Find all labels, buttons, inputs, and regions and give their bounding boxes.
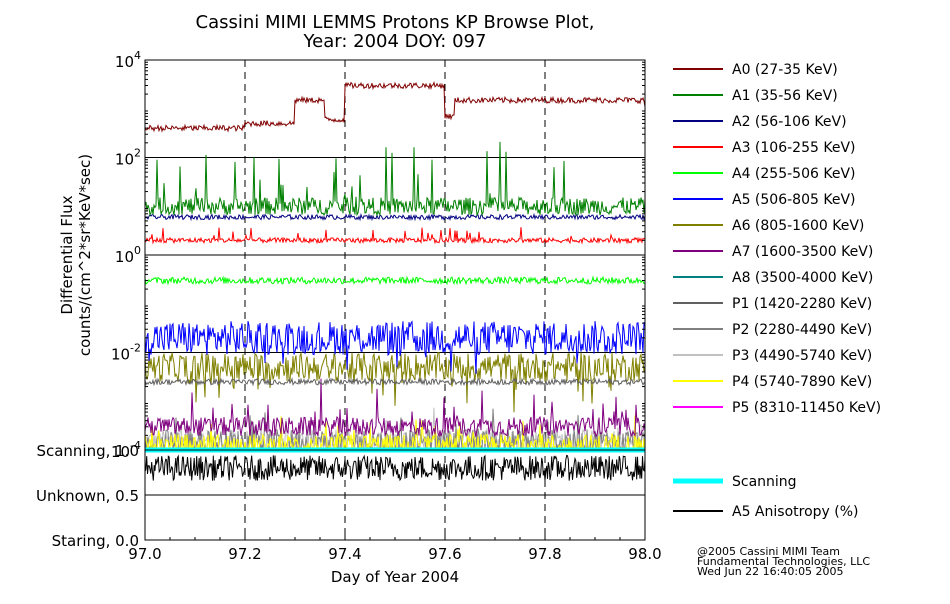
legend-entry-label: A4 (255-506 KeV)	[732, 166, 855, 182]
x-tick-label: 98.0	[628, 545, 661, 563]
legend-entry-label: A2 (56-106 KeV)	[732, 114, 847, 130]
legend-entry-label: A3 (106-255 KeV)	[732, 140, 855, 156]
flux-series-line	[144, 81, 646, 133]
x-ticks: 97.0 97.2 97.4 97.6 97.8 98.0	[128, 534, 662, 563]
x-tick-label: 97.8	[528, 545, 561, 563]
chart-title-line2: Year: 2004 DOY: 097	[303, 31, 487, 52]
flux-legend: A0 (27-35 KeV) A1 (35-56 KeV) A2 (56-106 K…	[673, 62, 881, 416]
legend-entry-label: A7 (1600-3500 KeV)	[732, 244, 873, 260]
flux-series-line	[144, 377, 646, 387]
flux-series-line	[144, 320, 646, 374]
series-layer	[144, 81, 646, 482]
x-tick-label: 97.0	[128, 545, 161, 563]
status-tick-label: Scanning, 1.0	[36, 442, 139, 460]
legend-entry-label: A6 (805-1600 KeV)	[732, 218, 864, 234]
bottom-y-ticks: Scanning, 1.0 Unknown, 0.5 Staring, 0.0	[36, 442, 139, 550]
status-tick-label: Staring, 0.0	[52, 532, 139, 550]
legend-entry-label: A1 (35-56 KeV)	[732, 88, 838, 104]
x-axis-label: Day of Year 2004	[331, 568, 459, 586]
x-tick-label: 97.6	[428, 545, 461, 563]
y-tick-label: 100	[115, 244, 141, 266]
legend-entry-label: A5 Anisotropy (%)	[732, 504, 859, 520]
legend-entry-label: A8 (3500-4000 KeV)	[732, 270, 873, 286]
legend-entry-label: Scanning	[732, 474, 797, 490]
legend-entry-label: P4 (5740-7890 KeV)	[732, 374, 872, 390]
credit-line3: Wed Jun 22 16:40:05 2005	[697, 565, 844, 578]
x-tick-label: 97.2	[228, 545, 261, 563]
status-legend: Scanning A5 Anisotropy (%)	[673, 474, 859, 520]
flux-series-line	[144, 415, 646, 452]
top-y-ticks: 10-4 10-2 100 102 104	[111, 49, 645, 461]
flux-series-line	[144, 275, 646, 286]
legend-entry-label: A0 (27-35 KeV)	[732, 62, 838, 78]
y-tick-label: 10-2	[111, 342, 141, 364]
status-tick-label: Unknown, 0.5	[36, 487, 139, 505]
flux-series-line	[144, 227, 646, 245]
credit-line1: @2005 Cassini MIMI Team	[697, 545, 840, 558]
legend-entry-label: P1 (1420-2280 KeV)	[732, 296, 872, 312]
flux-series-line	[144, 351, 646, 413]
legend-entry-label: A5 (506-805 KeV)	[732, 192, 855, 208]
y-tick-label: 104	[115, 49, 141, 71]
credit-line2: Fundamental Technologies, LLC	[697, 555, 870, 568]
legend-entry-label: P3 (4490-5740 KeV)	[732, 348, 872, 364]
flux-series-line	[144, 141, 646, 217]
legend-entry-label: P5 (8310-11450 KeV)	[732, 400, 881, 416]
y-axis-label-line2: counts/(cm^2*sr*KeV*sec)	[76, 154, 94, 356]
flux-series-line	[144, 378, 646, 438]
flux-series-line	[144, 212, 646, 222]
y-axis-label-line1: Differential Flux	[58, 195, 76, 314]
chart-title-line1: Cassini MIMI LEMMS Protons KP Browse Plo…	[196, 12, 595, 33]
legend-entry-label: P2 (2280-4490 KeV)	[732, 322, 872, 338]
anisotropy-series-line	[144, 454, 646, 482]
y-tick-label: 102	[115, 147, 141, 169]
y-tick-label: 10-4	[111, 439, 141, 461]
x-tick-label: 97.4	[328, 545, 361, 563]
